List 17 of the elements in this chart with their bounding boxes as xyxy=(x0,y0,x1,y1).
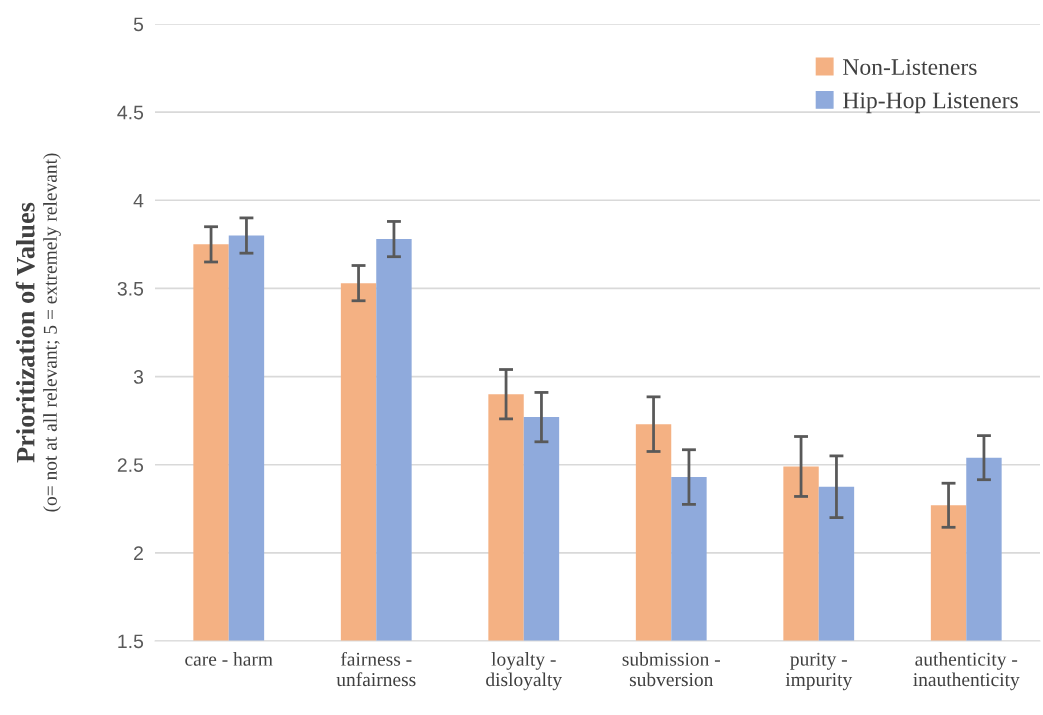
x-tick-label: loyalty - disloyalty xyxy=(486,652,563,691)
y-tick-label: 3 xyxy=(133,370,144,384)
y-tick-label: 3.5 xyxy=(117,281,144,296)
x-tick-label: purity - impurity xyxy=(785,652,853,691)
x-tick-label: care - harm xyxy=(185,652,273,666)
x-tick-label: fairness - unfairness xyxy=(336,651,416,687)
y-tick-label: 2 xyxy=(134,546,143,560)
y-tick-label: 2.5 xyxy=(117,458,144,472)
x-tick-label: authenticity - inauthenticity xyxy=(913,652,1020,691)
legend-label: Non-Listeners xyxy=(843,59,977,75)
y-tick-label: 1.5 xyxy=(118,634,144,649)
x-tick-label: submission - subversion xyxy=(622,652,720,687)
y-axis-title: Prioritization of Values (o= not at all relevant; 5 = extremely relevant) xyxy=(15,153,61,512)
y-tick-label: 4.5 xyxy=(117,105,144,120)
legend-label: Hip-Hop Listeners xyxy=(843,92,1018,114)
y-tick-label: 4 xyxy=(133,193,144,208)
y-tick-label: 5 xyxy=(133,17,144,32)
